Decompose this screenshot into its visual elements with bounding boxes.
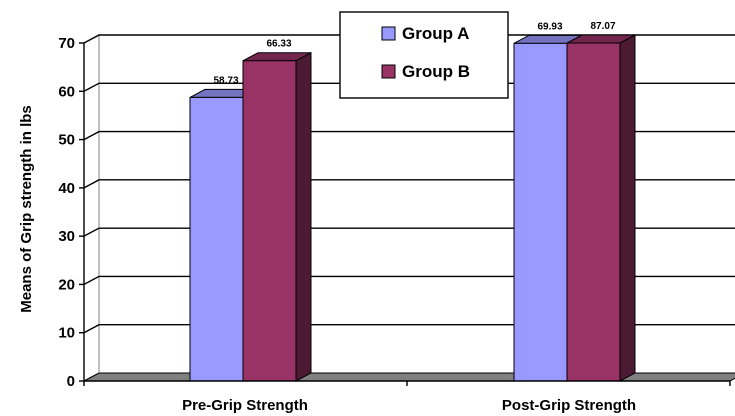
data-label-group-b-pre: 66.33 (266, 39, 291, 50)
y-tick-label-60: 60 (58, 83, 75, 100)
gridline-50 (83, 130, 735, 141)
gridline-10 (83, 324, 735, 334)
bar-front-face (566, 42, 621, 382)
data-label-group-a-pre: 58.73 (213, 75, 238, 86)
y-tick-label-50: 50 (58, 132, 75, 149)
bar-group-b-post (566, 34, 636, 382)
legend-swatch-group-a (381, 26, 396, 41)
y-tick-label-20: 20 (58, 276, 75, 293)
bar-side-face (619, 34, 636, 382)
legend-swatch-group-b (381, 64, 396, 79)
x-axis: Pre-Grip Strength Post-Grip Strength (83, 380, 731, 414)
x-category-label-pre: Pre-Grip Strength (182, 397, 308, 414)
bars (189, 34, 636, 382)
bar-front-face (513, 42, 568, 382)
y-axis-title: Means of Grip strength in lbs (18, 105, 35, 313)
bar-group-b-pre (242, 51, 312, 382)
bar-side-face (295, 51, 312, 382)
data-labels: 58.73 66.33 69.93 87.07 (213, 21, 615, 86)
data-label-group-a-post: 69.93 (537, 21, 562, 32)
legend-box (339, 11, 509, 99)
gridline-40 (83, 179, 735, 189)
y-tick-label-0: 0 (67, 373, 75, 390)
legend: Group A Group B (339, 11, 509, 99)
y-tick-label-40: 40 (58, 180, 75, 197)
data-label-group-b-post: 87.07 (590, 21, 615, 32)
legend-label-group-a: Group A (402, 24, 469, 43)
gridline-20 (83, 275, 735, 286)
gridline-30 (83, 227, 735, 237)
y-tick-label-30: 30 (58, 228, 75, 245)
y-tick-label-70: 70 (58, 35, 75, 52)
x-category-label-post: Post-Grip Strength (502, 397, 636, 414)
bar-front-face (242, 60, 297, 382)
legend-label-group-b: Group B (402, 62, 470, 81)
bar-front-face (189, 96, 244, 382)
y-axis: 0 10 20 30 40 50 60 70 (58, 35, 85, 390)
y-tick-label-10: 10 (58, 325, 75, 342)
floor (83, 372, 735, 382)
